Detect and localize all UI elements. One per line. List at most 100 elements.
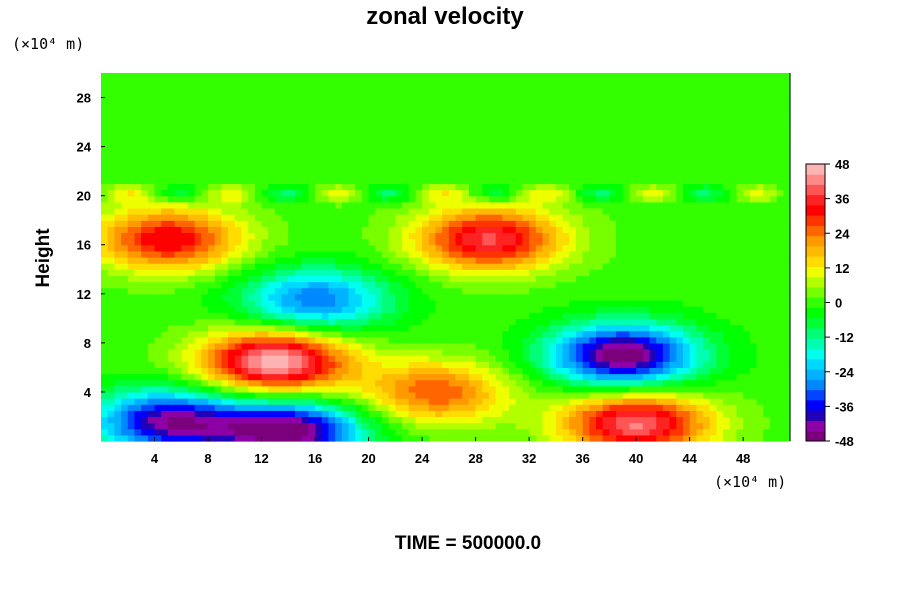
heatmap-cell xyxy=(141,312,149,319)
heatmap-cell xyxy=(569,140,577,148)
heatmap-cell xyxy=(167,312,176,319)
heatmap-cell xyxy=(488,312,497,319)
heatmap-cell xyxy=(542,306,550,313)
heatmap-cell xyxy=(381,361,390,368)
heatmap-cell xyxy=(241,195,249,203)
heatmap-cell xyxy=(214,391,223,399)
heatmap-cell xyxy=(455,355,463,362)
heatmap-cell xyxy=(542,214,550,221)
heatmap-cell xyxy=(475,195,483,203)
heatmap-cell xyxy=(187,385,196,393)
heatmap-cell xyxy=(569,244,577,252)
heatmap-cell xyxy=(194,232,202,240)
heatmap-cell xyxy=(121,404,129,411)
heatmap-cell xyxy=(482,73,490,80)
heatmap-cell xyxy=(442,391,450,399)
heatmap-cell xyxy=(482,391,490,399)
heatmap-cell xyxy=(589,318,597,326)
heatmap-cell xyxy=(194,158,202,166)
heatmap-cell xyxy=(636,434,644,442)
heatmap-cell xyxy=(241,177,249,184)
heatmap-cell xyxy=(328,79,336,86)
heatmap-cell xyxy=(194,183,202,191)
heatmap-cell xyxy=(335,355,343,362)
heatmap-cell xyxy=(308,324,316,332)
heatmap-cell xyxy=(167,373,176,381)
heatmap-cell xyxy=(134,398,142,405)
heatmap-cell xyxy=(375,269,383,276)
heatmap-cell xyxy=(542,207,550,215)
heatmap-cell xyxy=(555,207,564,215)
heatmap-cell xyxy=(495,195,503,203)
heatmap-cell xyxy=(535,385,544,393)
heatmap-cell xyxy=(415,115,423,123)
heatmap-cell xyxy=(294,226,303,234)
heatmap-cell xyxy=(462,177,470,184)
heatmap-cell xyxy=(549,195,557,203)
heatmap-cell xyxy=(475,324,483,332)
heatmap-cell xyxy=(589,171,597,178)
heatmap-cell xyxy=(174,349,182,356)
heatmap-cell xyxy=(616,434,624,442)
heatmap-cell xyxy=(642,281,651,289)
heatmap-cell xyxy=(127,220,136,227)
heatmap-cell xyxy=(274,128,283,135)
heatmap-cell xyxy=(636,128,644,135)
heatmap-cell xyxy=(268,177,276,184)
heatmap-cell xyxy=(395,367,403,375)
heatmap-cell xyxy=(274,226,283,234)
heatmap-cell xyxy=(161,312,169,319)
heatmap-cell xyxy=(596,115,604,123)
heatmap-cell xyxy=(649,122,657,129)
heatmap-cell xyxy=(402,91,410,99)
heatmap-cell xyxy=(361,428,370,436)
heatmap-cell xyxy=(602,220,610,227)
heatmap-cell xyxy=(107,140,115,148)
heatmap-cell xyxy=(127,324,136,332)
heatmap-cell xyxy=(214,269,223,276)
heatmap-cell xyxy=(127,103,136,111)
heatmap-cell xyxy=(281,257,289,264)
heatmap-cell xyxy=(187,281,196,289)
heatmap-cell xyxy=(375,391,383,399)
heatmap-cell xyxy=(121,422,129,430)
heatmap-cell xyxy=(348,434,356,442)
heatmap-cell xyxy=(381,109,390,117)
heatmap-cell xyxy=(408,299,416,307)
heatmap-cell xyxy=(522,79,530,86)
heatmap-cell xyxy=(622,410,631,418)
heatmap-cell xyxy=(315,281,323,289)
heatmap-cell xyxy=(294,122,303,129)
heatmap-cell xyxy=(395,122,403,129)
heatmap-cell xyxy=(529,115,537,123)
heatmap-cell xyxy=(201,379,209,387)
heatmap-cell xyxy=(321,257,330,264)
heatmap-cell xyxy=(462,293,470,301)
heatmap-cell xyxy=(288,434,296,442)
heatmap-cell xyxy=(502,385,510,393)
heatmap-cell xyxy=(562,220,570,227)
heatmap-cell xyxy=(368,91,376,99)
heatmap-cell xyxy=(642,97,651,105)
heatmap-cell xyxy=(562,342,570,350)
heatmap-cell xyxy=(315,128,323,135)
heatmap-cell xyxy=(147,342,156,350)
heatmap-cell xyxy=(609,73,617,80)
heatmap-cell xyxy=(515,183,524,191)
heatmap-cell xyxy=(141,146,149,154)
heatmap-cell xyxy=(167,379,176,387)
heatmap-cell xyxy=(535,226,544,234)
heatmap-cell xyxy=(335,434,343,442)
heatmap-cell xyxy=(596,140,604,148)
heatmap-cell xyxy=(341,73,350,80)
heatmap-cell xyxy=(361,281,370,289)
heatmap-cell xyxy=(375,73,383,80)
heatmap-cell xyxy=(549,361,557,368)
heatmap-cell xyxy=(281,434,289,442)
heatmap-cell xyxy=(241,122,249,129)
heatmap-cell xyxy=(575,165,584,172)
heatmap-cell xyxy=(455,140,463,148)
heatmap-cell xyxy=(214,312,223,319)
heatmap-cell xyxy=(482,416,490,424)
heatmap-cell xyxy=(214,79,223,86)
